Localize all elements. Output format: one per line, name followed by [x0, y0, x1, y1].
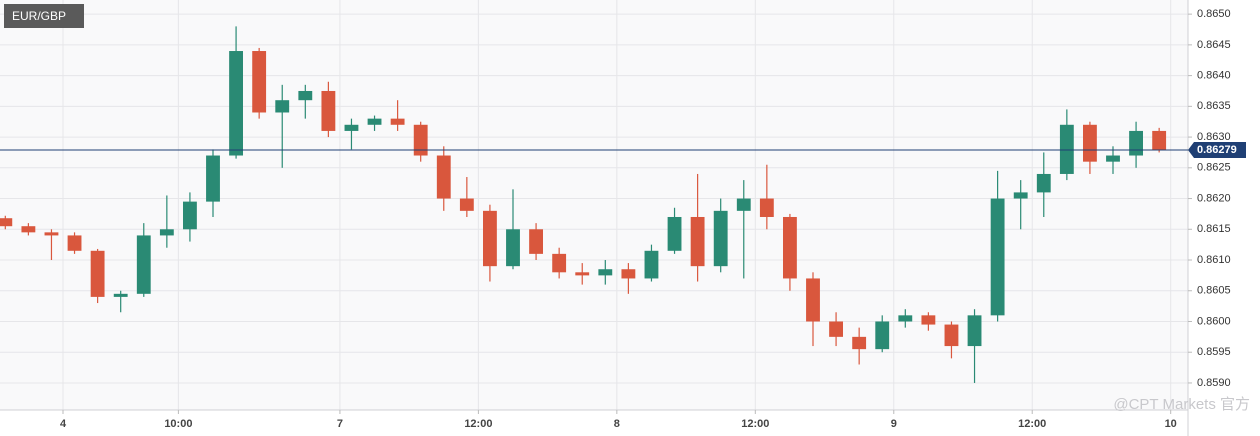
candle-body [21, 226, 36, 233]
candle-body [367, 118, 382, 125]
candle-body [1059, 124, 1074, 174]
y-tick-label: 0.8615 [1197, 223, 1231, 235]
x-tick-label: 10 [1165, 418, 1177, 430]
candle-body [159, 229, 174, 236]
candle-body [598, 269, 613, 276]
candle-body [621, 269, 636, 279]
y-tick-label: 0.8650 [1197, 8, 1231, 20]
candle-body [275, 100, 290, 113]
y-tick-label: 0.8620 [1197, 192, 1231, 204]
y-tick-label: 0.8595 [1197, 346, 1231, 358]
candle-body [1036, 173, 1051, 193]
y-tick-label: 0.8625 [1197, 162, 1231, 174]
candle-body [1129, 130, 1143, 156]
y-tick-label: 0.8640 [1197, 70, 1231, 82]
candle-body [667, 216, 682, 251]
candle-body [252, 51, 267, 113]
candle-body [552, 253, 567, 273]
candle-body [1083, 124, 1097, 162]
candle-body [390, 118, 405, 125]
candle-body [806, 278, 820, 322]
candle-body [67, 235, 82, 251]
candle-body [136, 235, 151, 294]
candle-body [206, 155, 220, 202]
last-price-label: 0.86279 [1197, 144, 1237, 156]
candle-body [990, 198, 1005, 316]
watermark: @CPT Markets 官方 [1113, 396, 1250, 413]
last-price-tag [1188, 141, 1246, 158]
candle-body [506, 229, 520, 267]
candle-body [736, 198, 751, 211]
candle-body [90, 250, 105, 297]
x-tick-label: 12:00 [741, 418, 769, 430]
candle-body [413, 124, 428, 156]
candle-body [575, 272, 590, 276]
candle-body [759, 198, 774, 217]
candle-body [483, 210, 497, 267]
chart-title: EUR/GBP [12, 9, 66, 23]
candle-body [690, 216, 705, 267]
y-tick-label: 0.8590 [1197, 377, 1231, 389]
candle-body [0, 218, 13, 227]
y-tick-label: 0.8630 [1197, 131, 1231, 143]
candle-body [459, 198, 474, 211]
candle-body [921, 315, 936, 325]
y-tick-label: 0.8610 [1197, 254, 1231, 266]
y-tick-label: 0.8645 [1197, 39, 1231, 51]
candle-body [852, 336, 867, 350]
candle-body [113, 293, 128, 297]
candle-body [875, 321, 890, 350]
candle-body [436, 155, 451, 199]
candle-body [783, 216, 797, 279]
candle-body [967, 315, 982, 347]
y-tick-label: 0.8600 [1197, 315, 1231, 327]
candle-body [644, 250, 659, 279]
candle-body [1106, 155, 1120, 162]
y-tick-label: 0.8635 [1197, 100, 1231, 112]
candle-body [183, 201, 197, 230]
candle-body [1152, 130, 1167, 150]
x-tick-label: 12:00 [464, 418, 492, 430]
x-tick-label: 12:00 [1018, 418, 1046, 430]
candle-body [898, 315, 913, 322]
x-tick-label: 8 [614, 418, 620, 430]
x-tick-label: 7 [337, 418, 343, 430]
candle-body [1013, 192, 1028, 199]
candle-body [529, 229, 543, 254]
candle-body [229, 51, 243, 156]
x-tick-label: 4 [60, 418, 67, 430]
candle-body [713, 210, 728, 267]
candle-body [344, 124, 359, 131]
candle-body [44, 232, 59, 236]
candle-body [944, 324, 959, 347]
candle-body [321, 90, 336, 131]
y-tick-label: 0.8605 [1197, 285, 1231, 297]
x-tick-label: 9 [891, 418, 897, 430]
candle-body [298, 90, 313, 101]
plot-area [0, 0, 1188, 410]
symbol-box [4, 4, 84, 28]
candle-body [829, 321, 843, 337]
x-tick-label: 10:00 [164, 418, 192, 430]
